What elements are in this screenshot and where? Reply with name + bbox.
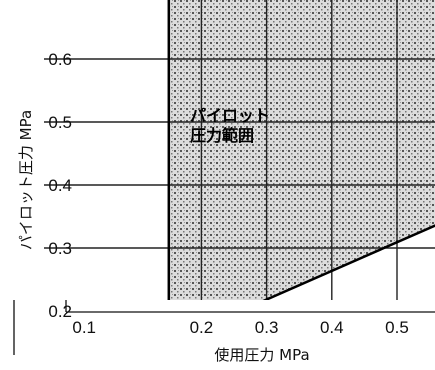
y-axis-label: パイロット圧力 MPa: [17, 110, 35, 250]
x-tick-label: 0.3: [255, 318, 279, 337]
region-label-line1: パイロット: [190, 106, 270, 125]
y-tick-label: 0.4: [48, 176, 72, 195]
y-tick-label: 0.6: [48, 50, 72, 69]
pilot-pressure-region-outline: [167, 0, 435, 300]
region-label-line2: 圧力範囲: [190, 126, 254, 145]
x-tick-label: 0.1: [72, 318, 96, 337]
x-axis-label: 使用圧力 MPa: [214, 346, 309, 364]
pilot-pressure-region: [168, 0, 435, 300]
plot-area: [44, 0, 435, 300]
x-tick-label: 0.5: [385, 318, 409, 337]
y-tick-labels: 0.2 0.3 0.4 0.5 0.6: [48, 50, 72, 321]
x-tick-labels: 0.10.20.30.40.50.6: [72, 318, 409, 337]
y-tick-label: 0.5: [48, 113, 72, 132]
x-tick-label: 0.2: [190, 318, 214, 337]
y-tick-label: 0.2: [48, 302, 72, 321]
grid-lines: [44, 0, 435, 300]
x-tick-label: 0.4: [320, 318, 344, 337]
y-tick-label: 0.3: [48, 239, 72, 258]
